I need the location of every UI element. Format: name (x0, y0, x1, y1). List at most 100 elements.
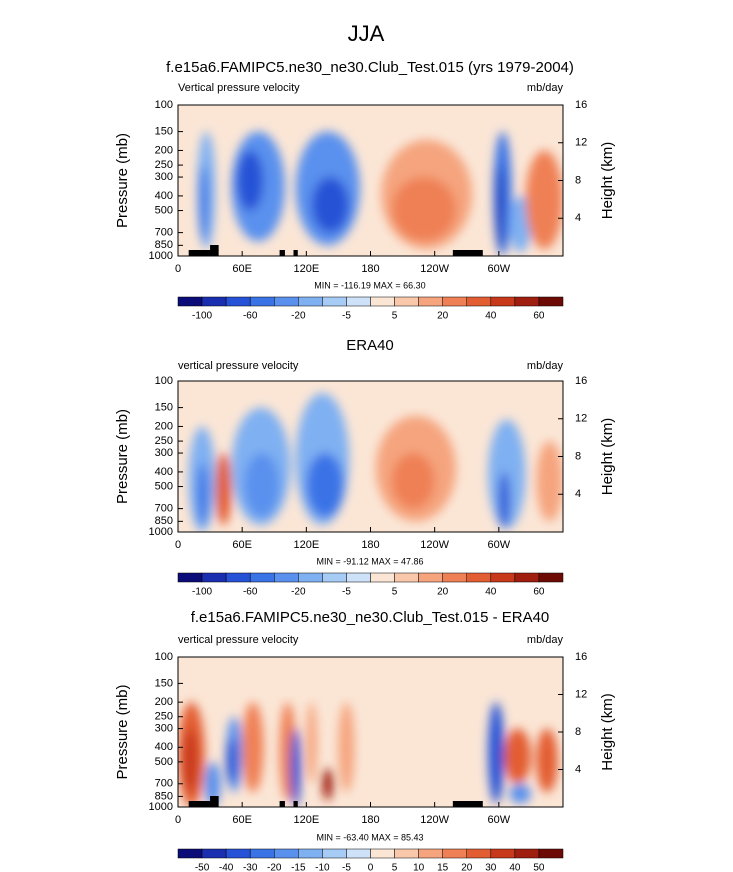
stats: MIN = -116.19 MAX = 66.30 (314, 280, 425, 290)
y-axis-label: Pressure (mb) (114, 409, 131, 504)
y-tick-label: 850 (155, 515, 173, 527)
colorbar-box (346, 296, 371, 307)
colorbar-box (442, 296, 467, 307)
colorbar-label: -50 (195, 863, 210, 872)
y2-tick-label: 16 (575, 99, 587, 111)
contour-region (290, 728, 301, 807)
colorbar-box (418, 296, 443, 307)
colorbar-label: -100 (192, 587, 212, 598)
right-string: mb/day (527, 360, 564, 372)
contour-shapes (197, 131, 563, 256)
colorbar-box (490, 572, 516, 583)
y-tick-label: 1000 (149, 526, 173, 538)
colorbar-label: 40 (485, 311, 497, 322)
y-tick-label: 400 (155, 466, 173, 478)
contour-field (178, 105, 563, 256)
x-tick-label: 60W (488, 539, 511, 551)
contour-region (226, 738, 237, 784)
y2-axis-label: Height (km) (599, 142, 616, 220)
topography (293, 250, 298, 256)
colorbar-box (370, 572, 395, 583)
y2-tick-label: 12 (575, 413, 587, 425)
y-tick-label: 700 (155, 227, 173, 239)
contour-region (311, 177, 350, 233)
contour-region (504, 728, 531, 784)
topography (210, 245, 219, 251)
y-tick-label: 100 (155, 99, 173, 111)
colorbar-box (466, 572, 492, 583)
x-tick-label: 60W (488, 814, 511, 826)
colorbar-label: 20 (461, 863, 473, 872)
contour-region (496, 165, 504, 250)
topography (188, 250, 216, 256)
contour-region (242, 702, 264, 793)
topography (452, 801, 483, 807)
colorbar-box (225, 296, 251, 307)
y-tick-label: 300 (155, 171, 173, 183)
y-tick-label: 500 (155, 204, 173, 216)
y2-tick-label: 4 (575, 763, 581, 775)
y-tick-label: 200 (155, 144, 173, 156)
colorbar-box (538, 848, 564, 859)
left-string: Vertical pressure velocity (178, 82, 300, 94)
colorbar-label: 40 (485, 587, 497, 598)
colorbar-label: -30 (243, 863, 258, 872)
colorbar-box (514, 572, 540, 583)
colorbar-label: -5 (342, 863, 351, 872)
x-tick-label: 0 (175, 263, 181, 275)
y-tick-label: 100 (155, 375, 173, 387)
x-tick-label: 120W (420, 263, 449, 275)
x-tick-label: 60W (488, 263, 511, 275)
y-tick-label: 500 (155, 480, 173, 492)
x-tick-label: 120E (293, 814, 319, 826)
contour-region (536, 728, 558, 793)
y-tick-label: 850 (155, 239, 173, 251)
y2-tick-label: 12 (575, 137, 587, 149)
colorbar-box (274, 572, 299, 583)
y2-tick-label: 8 (575, 174, 581, 186)
y-tick-label: 100 (155, 651, 173, 663)
contour-region (338, 702, 355, 793)
colorbar-box (225, 848, 251, 859)
contour-region (536, 441, 563, 522)
colorbar-box (346, 572, 371, 583)
colorbar-box (514, 848, 540, 859)
y2-axis-label: Height (km) (599, 418, 616, 496)
y-tick-label: 700 (155, 503, 173, 515)
contour-region (204, 761, 221, 807)
y-tick-label: 250 (155, 159, 173, 171)
colorbar-box (249, 296, 275, 307)
y-axis-label: Pressure (mb) (114, 684, 131, 779)
y-tick-label: 150 (155, 125, 173, 137)
colorbar-box (346, 848, 371, 859)
topography (293, 801, 298, 807)
topography (188, 801, 216, 807)
y2-tick-label: 8 (575, 450, 581, 462)
contour-region (215, 453, 232, 526)
colorbar-label: 60 (533, 311, 545, 322)
colorbar-box (538, 296, 564, 307)
colorbar-label: -5 (342, 311, 351, 322)
colorbar-box (538, 572, 564, 583)
colorbar-box (370, 848, 395, 859)
contour-region (488, 702, 505, 804)
contour-region (183, 728, 198, 793)
y-tick-label: 1000 (149, 250, 173, 262)
x-tick-label: 60E (232, 263, 252, 275)
colorbar-box (466, 848, 492, 859)
colorbar-box (298, 296, 323, 307)
y-tick-label: 200 (155, 696, 173, 708)
colorbar-box (201, 572, 227, 583)
y-tick-label: 400 (155, 741, 173, 753)
contour-field (178, 381, 563, 532)
colorbar-box (490, 848, 516, 859)
y-tick-label: 500 (155, 756, 173, 768)
contour-region (488, 419, 526, 529)
x-tick-label: 60E (232, 814, 252, 826)
colorbar-label: 30 (485, 863, 497, 872)
y-tick-label: 850 (155, 790, 173, 802)
colorbar-label: -5 (342, 587, 351, 598)
colorbar-box (394, 296, 419, 307)
y2-tick-label: 16 (575, 651, 587, 663)
y-tick-label: 700 (155, 778, 173, 790)
